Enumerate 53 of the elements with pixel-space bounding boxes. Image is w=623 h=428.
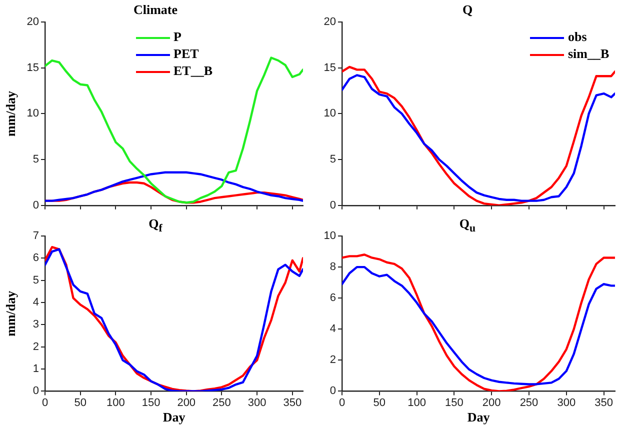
y-tick-label: 6 — [32, 252, 39, 264]
y-tick-label: 5 — [32, 154, 39, 166]
y-tick-label: 10 — [324, 230, 336, 242]
y-tick-label: 0 — [32, 385, 39, 398]
legend-label: ET__B — [174, 63, 213, 78]
y-tick-label: 2 — [330, 354, 336, 366]
y-tick-label: 5 — [330, 154, 336, 166]
chart-title: Climate — [132, 2, 179, 18]
x-tick-label: 50 — [373, 396, 386, 409]
y-tick-label: 4 — [32, 296, 39, 309]
x-tick-label: 150 — [142, 396, 160, 409]
legend-label: PET — [174, 46, 199, 61]
y-tick-label: 10 — [324, 108, 336, 120]
y-tick-label: 7 — [32, 230, 39, 242]
y-tick-label: 20 — [324, 16, 336, 28]
x-tick-label: 350 — [594, 396, 613, 409]
y-tick-label: 8 — [330, 261, 336, 274]
y-tick-label: 0 — [330, 385, 336, 398]
legend-label: obs — [568, 29, 587, 44]
y-tick-label: 5 — [32, 274, 39, 286]
y-tick-label: 2 — [32, 340, 39, 353]
y-tick-label: 15 — [324, 62, 336, 74]
x-tick-label: 100 — [408, 396, 426, 409]
y-tick-label: 0 — [330, 199, 336, 212]
x-tick-label: 200 — [177, 396, 196, 409]
legend-label: P — [174, 29, 182, 44]
x-axis-title: Day — [162, 410, 186, 425]
x-tick-label: 350 — [283, 396, 302, 409]
legend-label: sim__B — [568, 46, 610, 61]
x-tick-label: 150 — [445, 396, 464, 409]
y-axis-title: mm/day — [3, 90, 18, 136]
x-tick-label: 100 — [106, 396, 125, 409]
x-tick-label: 200 — [482, 396, 501, 409]
y-tick-label: 6 — [330, 292, 336, 304]
x-tick-label: 50 — [74, 396, 86, 409]
y-tick-label: 20 — [26, 16, 39, 28]
y-tick-label: 4 — [330, 323, 336, 336]
x-tick-label: 0 — [338, 396, 346, 409]
x-tick-label: 250 — [520, 396, 538, 409]
x-tick-label: 300 — [557, 396, 576, 409]
y-tick-label: 1 — [32, 363, 39, 376]
x-tick-label: 250 — [212, 396, 231, 409]
chart-title: Q — [461, 2, 474, 18]
y-tick-label: 3 — [32, 318, 39, 331]
y-axis-title: mm/day — [3, 290, 18, 336]
y-tick-label: 10 — [26, 108, 39, 120]
x-tick-label: 300 — [248, 396, 266, 409]
x-tick-label: 0 — [42, 396, 48, 409]
y-tick-label: 15 — [26, 62, 39, 74]
chart-title: Q$_{u}$ — [459, 216, 476, 235]
y-tick-label: 0 — [32, 199, 39, 212]
chart-title: Q$_{f}$ — [148, 216, 162, 235]
x-axis-title: Day — [467, 410, 490, 425]
